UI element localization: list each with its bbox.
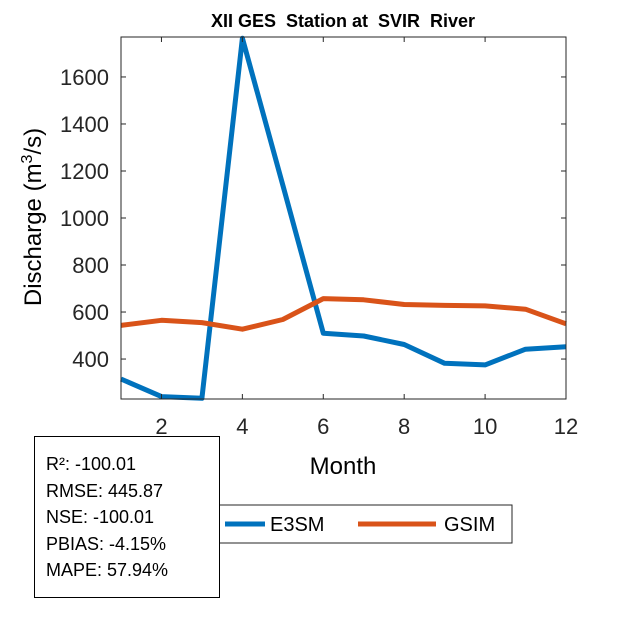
x-tick-label: 4	[236, 414, 248, 439]
chart-title: XII GES Station at SVIR River	[211, 11, 475, 31]
y-tick-label: 600	[72, 300, 109, 325]
legend-label-gsim: GSIM	[444, 514, 495, 536]
series-line-gsim	[120, 296, 567, 332]
y-tick-label: 800	[72, 253, 109, 278]
y-axis-label-suffix: /s)	[20, 128, 47, 155]
y-tick-label: 1600	[60, 65, 109, 90]
y-axis-label-main: Discharge (m	[20, 163, 47, 306]
y-tick-label: 1000	[60, 206, 109, 231]
stat-nse: NSE: -100.01	[46, 507, 155, 527]
y-tick-label: 1400	[60, 112, 109, 137]
y-axis-label-superscript: 3	[19, 154, 36, 163]
plot-area	[121, 37, 566, 399]
y-tick-label: 400	[72, 347, 109, 372]
y-axis-label: Discharge (m3/s)	[19, 128, 47, 306]
statistics-box: R²: -100.01 RMSE: 445.87 NSE: -100.01 PB…	[34, 436, 220, 598]
stat-pbias: PBIAS: -4.15%	[46, 533, 167, 554]
stat-mape: MAPE: 57.94%	[46, 560, 169, 580]
series-line-e3sm	[120, 35, 567, 401]
x-tick-label: 8	[398, 414, 410, 439]
stat-rmse: RMSE: 445.87	[46, 480, 164, 501]
x-tick-label: 2	[155, 414, 167, 439]
x-tick-label: 10	[473, 414, 497, 439]
legend-label-e3sm: E3SM	[270, 514, 324, 536]
stat-r2: R²: -100.01	[46, 454, 137, 474]
y-tick-label: 1200	[60, 159, 109, 184]
x-tick-label: 6	[317, 414, 329, 439]
x-axis-label: Month	[310, 453, 377, 480]
x-tick-label: 12	[554, 414, 578, 439]
